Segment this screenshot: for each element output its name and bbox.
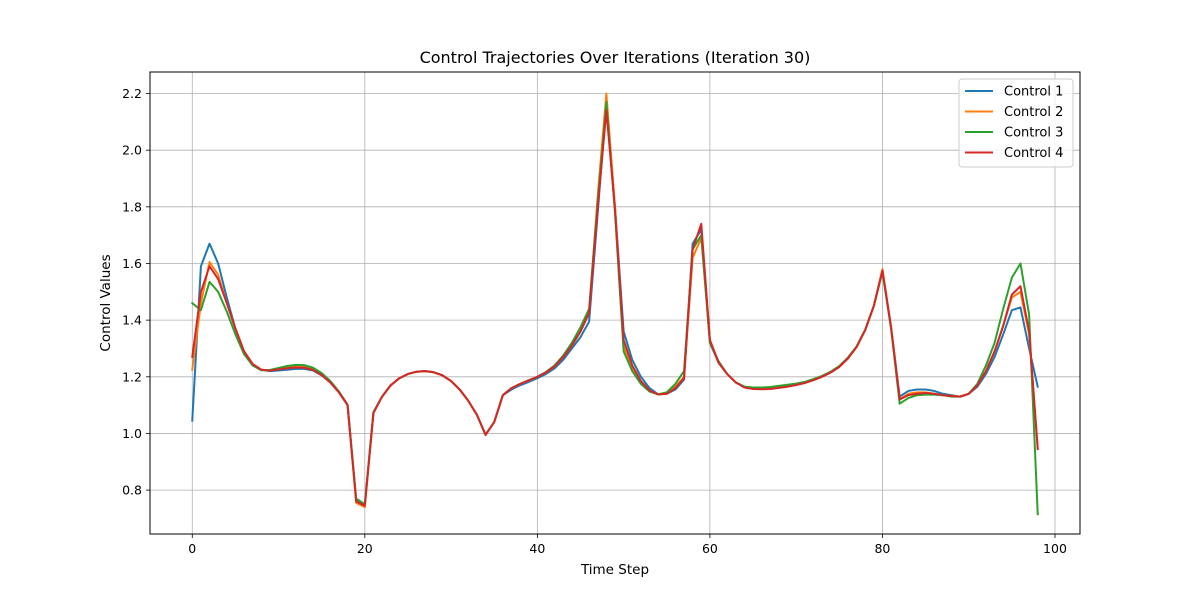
y-tick-label: 1.6 [122,256,142,271]
y-tick-label: 1.2 [122,369,142,384]
x-tick-label: 100 [1043,541,1067,556]
x-tick-label: 60 [702,541,718,556]
x-tick-label: 80 [874,541,890,556]
legend: Control 1 Control 2 Control 3 Control 4 [958,78,1074,168]
y-tick-label: 1.8 [122,199,142,214]
plot-background [150,72,1080,534]
grid-lines [150,72,1080,534]
legend-entry-label: Control 3 [1004,126,1063,141]
series-lines [190,92,1039,516]
x-tick-label: 20 [357,541,373,556]
series-line-control-4 [191,109,1039,507]
legend-entry-label: Control 4 [1004,146,1063,161]
x-tick-label: 0 [188,541,196,556]
y-axis-label: Control Values [98,254,114,351]
x-axis-label: Time Step [580,562,649,578]
plot-frame [149,71,1081,535]
chart-title: Control Trajectories Over Iterations (It… [420,48,811,67]
legend-entry-label: Control 2 [1004,105,1063,120]
x-tick-label: 40 [529,541,545,556]
x-axis-ticks: 0 20 40 60 80 100 [188,534,1067,556]
y-tick-label: 1.4 [122,313,142,328]
y-tick-label: 0.8 [122,483,142,498]
y-tick-label: 1.0 [122,426,142,441]
y-tick-label: 2.0 [122,143,142,158]
y-tick-label: 2.2 [122,86,142,101]
y-axis-ticks: 0.8 1.0 1.2 1.4 1.6 1.8 2.0 2.2 [122,86,150,498]
legend-entry-label: Control 1 [1004,85,1063,100]
legend-box [958,78,1074,168]
